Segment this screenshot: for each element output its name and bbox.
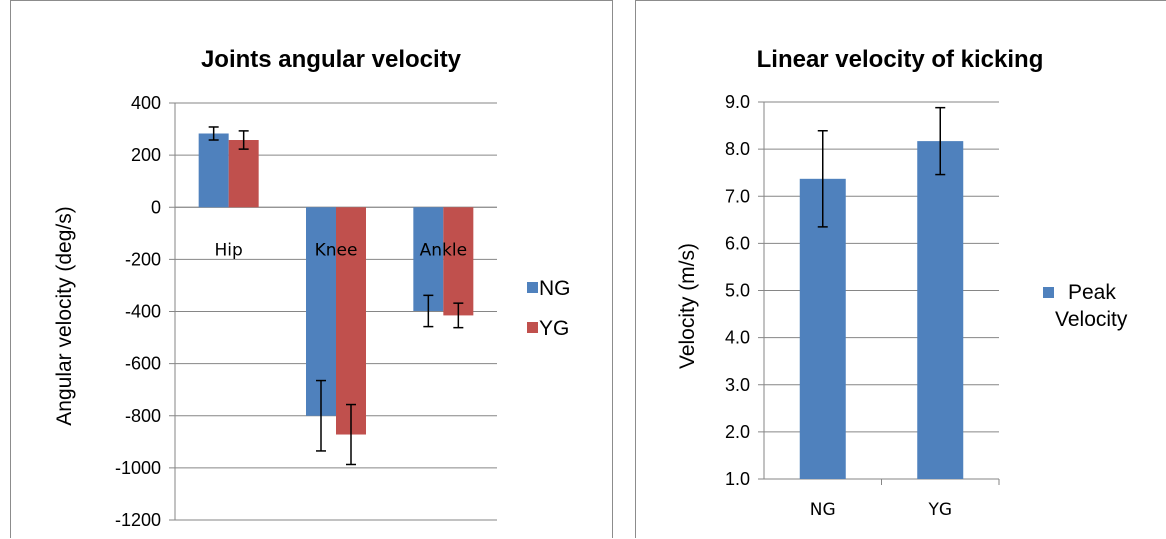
y-tick-label: 9.0 <box>725 92 750 112</box>
legend-swatch <box>527 322 538 333</box>
y-tick-label: -400 <box>125 302 161 322</box>
category-label: YG <box>927 500 952 520</box>
chart-title: Linear velocity of kicking <box>757 46 1044 73</box>
legend-label: NG <box>539 277 571 300</box>
y-tick-label: 2.0 <box>725 422 750 442</box>
y-tick-label: -800 <box>125 406 161 426</box>
y-tick-label: 7.0 <box>725 186 750 206</box>
bar <box>443 207 474 316</box>
legend-label: Peak Velocity <box>1055 281 1128 331</box>
chart-title: Joints angular velocity <box>201 46 462 73</box>
y-tick-label: 0 <box>151 197 161 217</box>
linear-velocity-chart: Linear velocity of kicking Velocity (m/s… <box>676 46 1128 520</box>
y-tick-label: 5.0 <box>725 281 750 301</box>
y-tick-label: 3.0 <box>725 375 750 395</box>
category-label: NG <box>810 500 836 520</box>
angular-velocity-chart-panel: Joints angular velocity Angular velocity… <box>10 0 613 538</box>
y-axis-label: Angular velocity (deg/s) <box>53 206 76 425</box>
y-tick-label: 400 <box>131 93 161 113</box>
legend-label-line: Velocity <box>1055 308 1128 331</box>
category-label: Hip <box>215 240 243 260</box>
legend-label-line: Peak <box>1068 281 1116 304</box>
y-tick-label: 1.0 <box>725 469 750 489</box>
y-tick-label: -200 <box>125 249 161 269</box>
category-label: Ankle <box>420 240 467 260</box>
legend-swatch <box>1043 287 1054 298</box>
y-tick-label: 8.0 <box>725 139 750 159</box>
bar <box>413 207 444 311</box>
y-tick-label: 4.0 <box>725 328 750 348</box>
bar <box>799 178 846 479</box>
legend-label: YG <box>539 317 569 340</box>
y-tick-label: 6.0 <box>725 233 750 253</box>
y-axis-label: Velocity (m/s) <box>676 243 699 369</box>
bar <box>198 133 229 208</box>
y-tick-label: 200 <box>131 145 161 165</box>
bar <box>917 141 964 479</box>
linear-velocity-chart-panel: Linear velocity of kicking Velocity (m/s… <box>635 0 1166 538</box>
bar <box>228 140 259 208</box>
y-tick-label: -1200 <box>115 510 161 530</box>
category-label: Knee <box>315 240 358 260</box>
y-tick-label: -600 <box>125 354 161 374</box>
legend-swatch <box>527 282 538 293</box>
y-tick-label: -1000 <box>115 458 161 478</box>
bar <box>336 207 366 435</box>
angular-velocity-chart: Joints angular velocity Angular velocity… <box>53 46 571 530</box>
